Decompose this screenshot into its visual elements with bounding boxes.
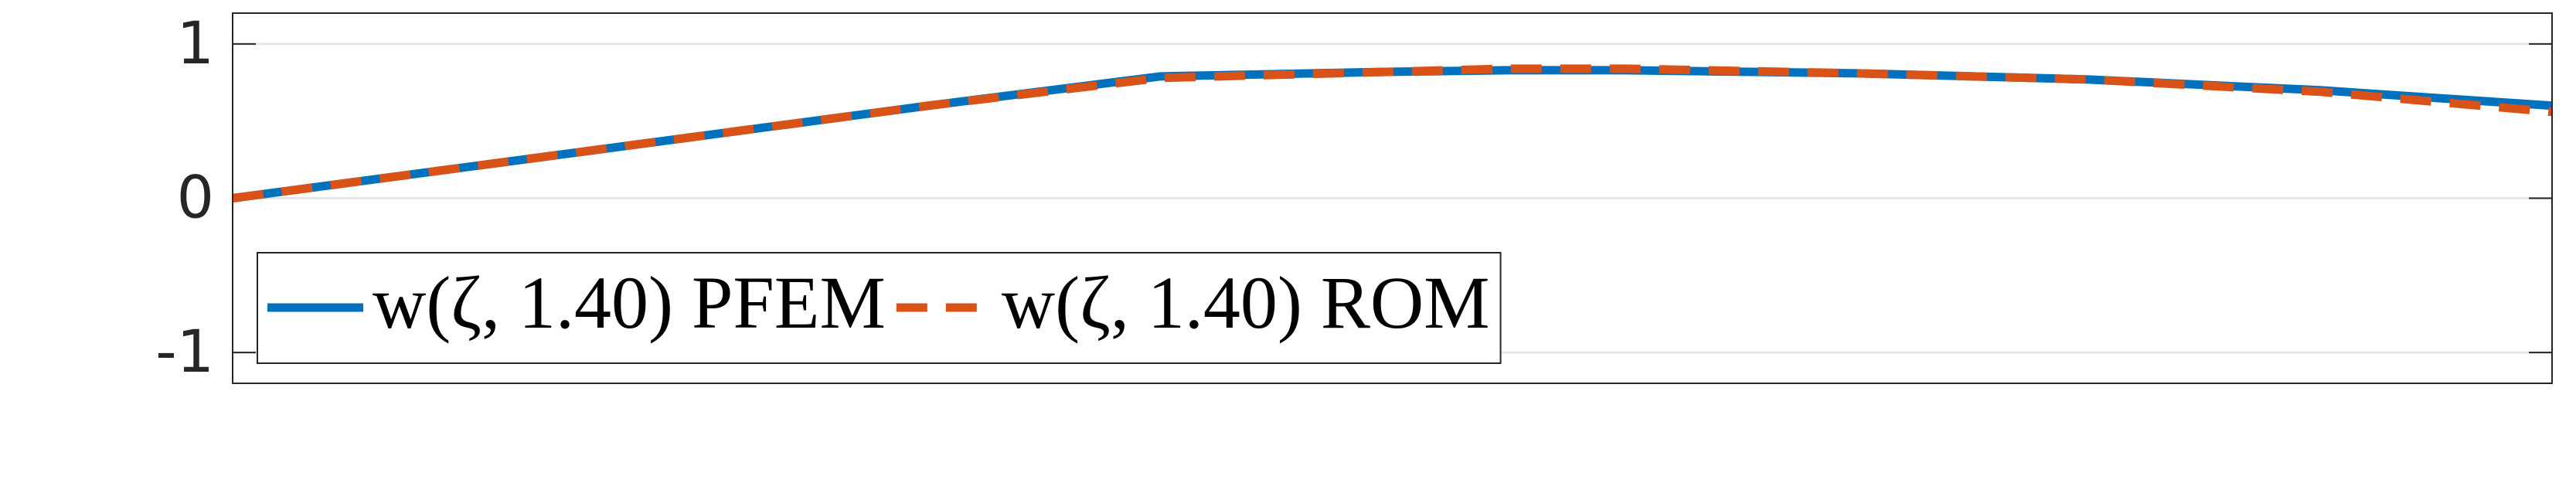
y-tick-label: -1 bbox=[155, 317, 214, 386]
legend-label: w(ζ, 1.40) ROM bbox=[1002, 261, 1490, 344]
y-tick-label: 1 bbox=[177, 9, 214, 77]
legend: w(ζ, 1.40) PFEM w(ζ, 1.40) ROM bbox=[257, 252, 1502, 364]
data-line bbox=[232, 64, 2553, 202]
axes-box bbox=[232, 12, 2553, 384]
legend-label: w(ζ, 1.40) PFEM bbox=[373, 261, 886, 344]
y-tick-label: 0 bbox=[177, 162, 214, 231]
legend-box bbox=[257, 252, 1502, 364]
